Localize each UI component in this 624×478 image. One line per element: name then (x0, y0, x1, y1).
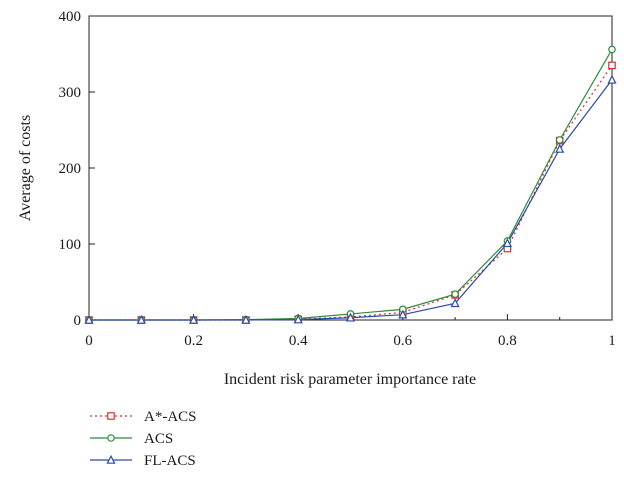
data-point-0 (608, 61, 616, 70)
data-point-2 (555, 143, 565, 153)
y-tick-label: 400 (59, 9, 82, 25)
data-point-2 (502, 238, 512, 248)
legend-label: FL-ACS (144, 453, 196, 469)
x-tick-label: 0.2 (184, 333, 203, 349)
legend-marker (107, 434, 115, 442)
chart-marks (84, 15, 617, 324)
legend-label: ACS (144, 431, 173, 447)
series-line-2 (89, 79, 613, 321)
y-tick-label: 300 (59, 85, 82, 101)
legend-marker (107, 412, 115, 420)
data-point-1 (608, 45, 616, 54)
data-point-2 (189, 314, 199, 324)
x-tick-label: 0.6 (393, 333, 412, 349)
x-tick-label: 0.4 (289, 333, 308, 349)
data-point-2 (293, 314, 303, 324)
data-point-2 (136, 314, 146, 324)
y-tick-label: 0 (74, 313, 82, 329)
series-line-0 (89, 65, 613, 321)
plot-frame (88, 15, 613, 321)
x-tick-label: 0.8 (498, 333, 517, 349)
data-point-1 (451, 290, 459, 298)
legend: A*-ACS ACS FL-ACS (90, 409, 197, 469)
data-point-2 (345, 312, 356, 322)
x-tick-label: 1 (608, 333, 616, 349)
legend-label: A*-ACS (144, 409, 197, 425)
series-line-1 (89, 49, 613, 321)
x-axis-label: Incident risk parameter importance rate (224, 371, 476, 388)
data-point-2 (450, 298, 460, 308)
data-point-1 (555, 136, 564, 144)
x-tick-label: 0 (85, 333, 93, 349)
legend-marker (106, 454, 116, 464)
data-point-2 (607, 74, 617, 84)
data-point-2 (241, 314, 251, 324)
data-point-2 (398, 309, 408, 319)
y-axis-label: Average of costs (17, 115, 34, 221)
y-tick-label: 200 (59, 161, 82, 177)
y-tick-label: 100 (59, 237, 82, 253)
data-point-2 (84, 314, 94, 324)
